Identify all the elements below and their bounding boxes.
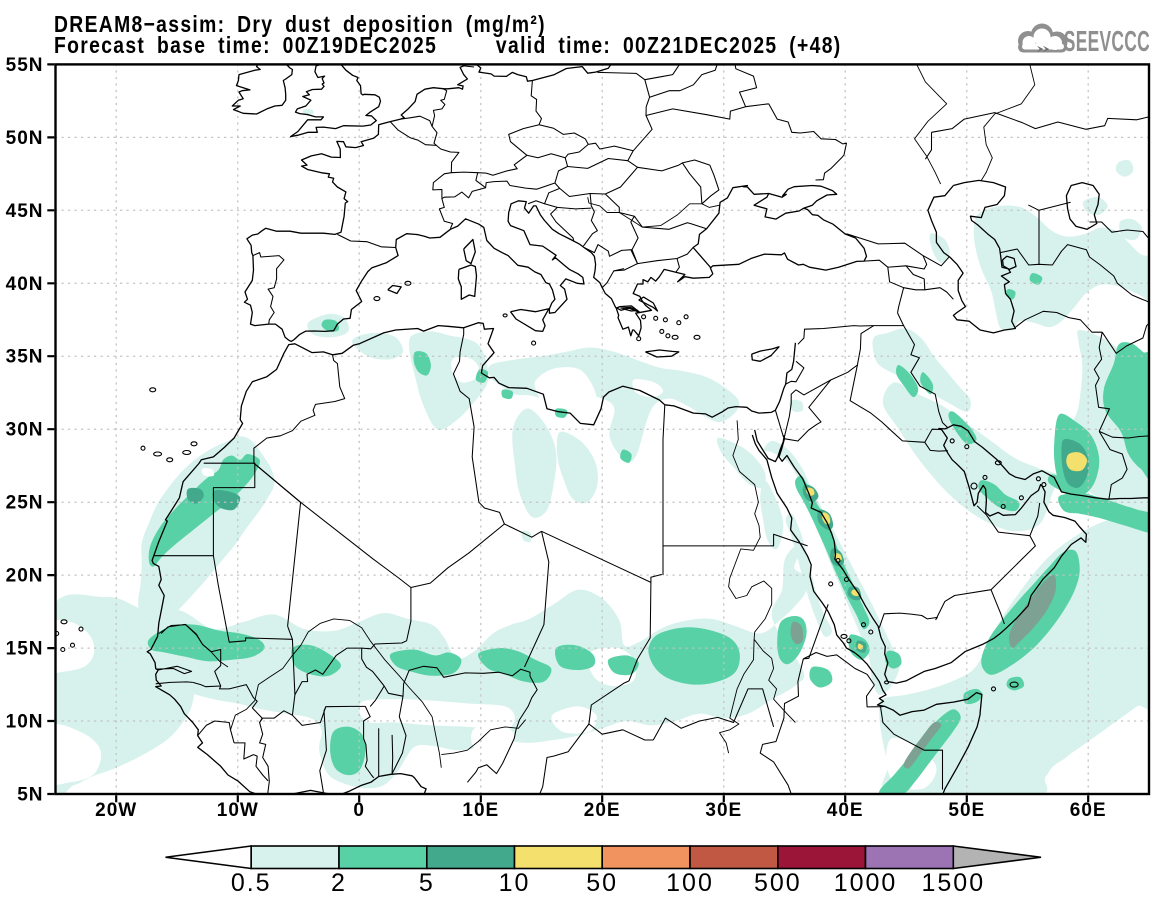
svg-text:25N: 25N (6, 493, 44, 514)
svg-text:10: 10 (499, 869, 531, 897)
svg-text:1000: 1000 (834, 869, 898, 897)
svg-text:10W: 10W (217, 800, 259, 821)
svg-text:40E: 40E (827, 800, 864, 821)
svg-text:500: 500 (754, 869, 802, 897)
svg-text:55N: 55N (6, 55, 44, 76)
svg-text:50: 50 (586, 869, 618, 897)
svg-text:45N: 45N (6, 201, 44, 222)
svg-text:20N: 20N (6, 566, 44, 587)
svg-text:50N: 50N (6, 128, 44, 149)
svg-text:10E: 10E (462, 800, 499, 821)
svg-text:Forecast base time: 00Z19DEC20: Forecast base time: 00Z19DEC2025 valid t… (54, 34, 842, 59)
svg-text:30E: 30E (705, 800, 742, 821)
svg-text:1500: 1500 (921, 869, 985, 897)
svg-text:40N: 40N (6, 274, 44, 295)
svg-text:10N: 10N (6, 712, 44, 733)
svg-text:SEEVCCC: SEEVCCC (1064, 26, 1150, 59)
svg-text:0: 0 (353, 800, 365, 821)
svg-text:20E: 20E (584, 800, 621, 821)
svg-text:5: 5 (419, 869, 435, 897)
svg-text:60E: 60E (1070, 800, 1107, 821)
svg-text:5N: 5N (17, 785, 43, 806)
svg-text:20W: 20W (95, 800, 137, 821)
svg-text:50E: 50E (948, 800, 985, 821)
svg-text:2: 2 (331, 869, 347, 897)
svg-text:30N: 30N (6, 420, 44, 441)
svg-text:15N: 15N (6, 639, 44, 660)
svg-text:100: 100 (666, 869, 714, 897)
svg-text:35N: 35N (6, 347, 44, 368)
svg-text:0.5: 0.5 (231, 869, 272, 897)
svg-text:DREAM8−assim: Dry dust deposit: DREAM8−assim: Dry dust deposition (mg/m²… (54, 13, 546, 38)
